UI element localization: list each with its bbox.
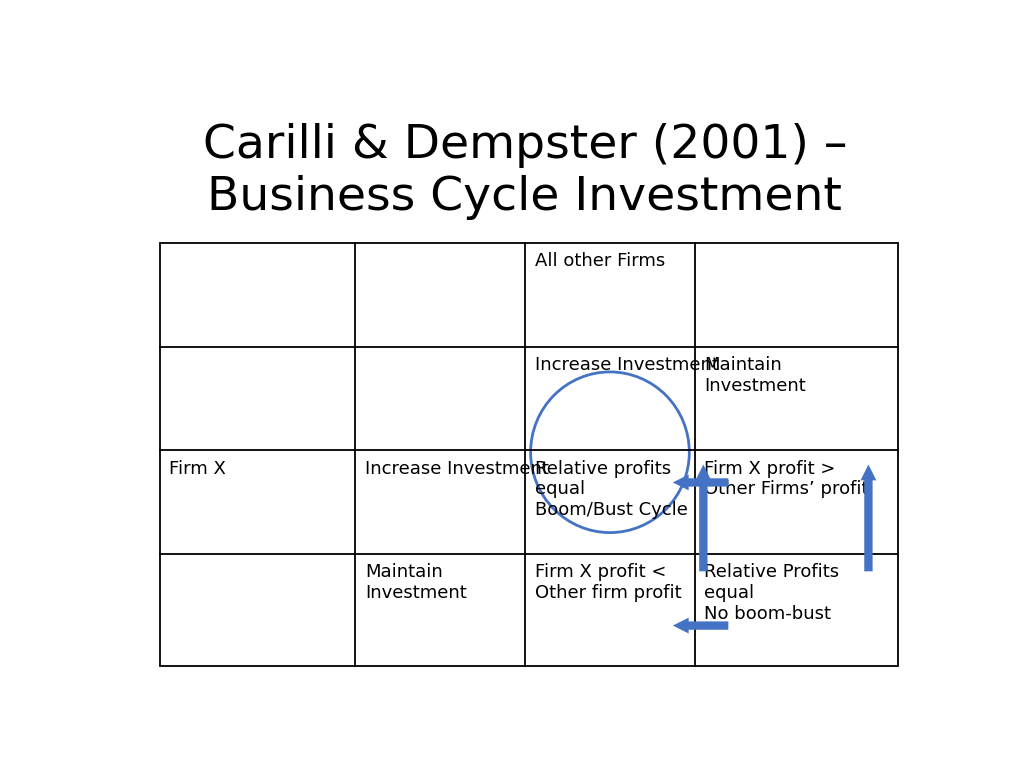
Text: All other Firms: All other Firms	[535, 253, 665, 270]
Text: Firm X profit <
Other firm profit: Firm X profit < Other firm profit	[535, 563, 681, 602]
Text: Increase Investment: Increase Investment	[535, 356, 719, 374]
Text: Carilli & Dempster (2001) –
Business Cycle Investment: Carilli & Dempster (2001) – Business Cyc…	[203, 124, 847, 220]
Text: Maintain
Investment: Maintain Investment	[705, 356, 806, 395]
Text: Maintain
Investment: Maintain Investment	[365, 563, 467, 602]
Text: Increase Investment: Increase Investment	[365, 459, 549, 478]
Text: Relative Profits
equal
No boom-bust: Relative Profits equal No boom-bust	[705, 563, 840, 623]
Text: Firm X: Firm X	[169, 459, 226, 478]
Bar	[160, 243, 898, 666]
Text: Firm X profit >
Other Firms’ profit: Firm X profit > Other Firms’ profit	[705, 459, 868, 498]
Text: Relative profits
equal
Boom/Bust Cycle: Relative profits equal Boom/Bust Cycle	[535, 459, 687, 519]
